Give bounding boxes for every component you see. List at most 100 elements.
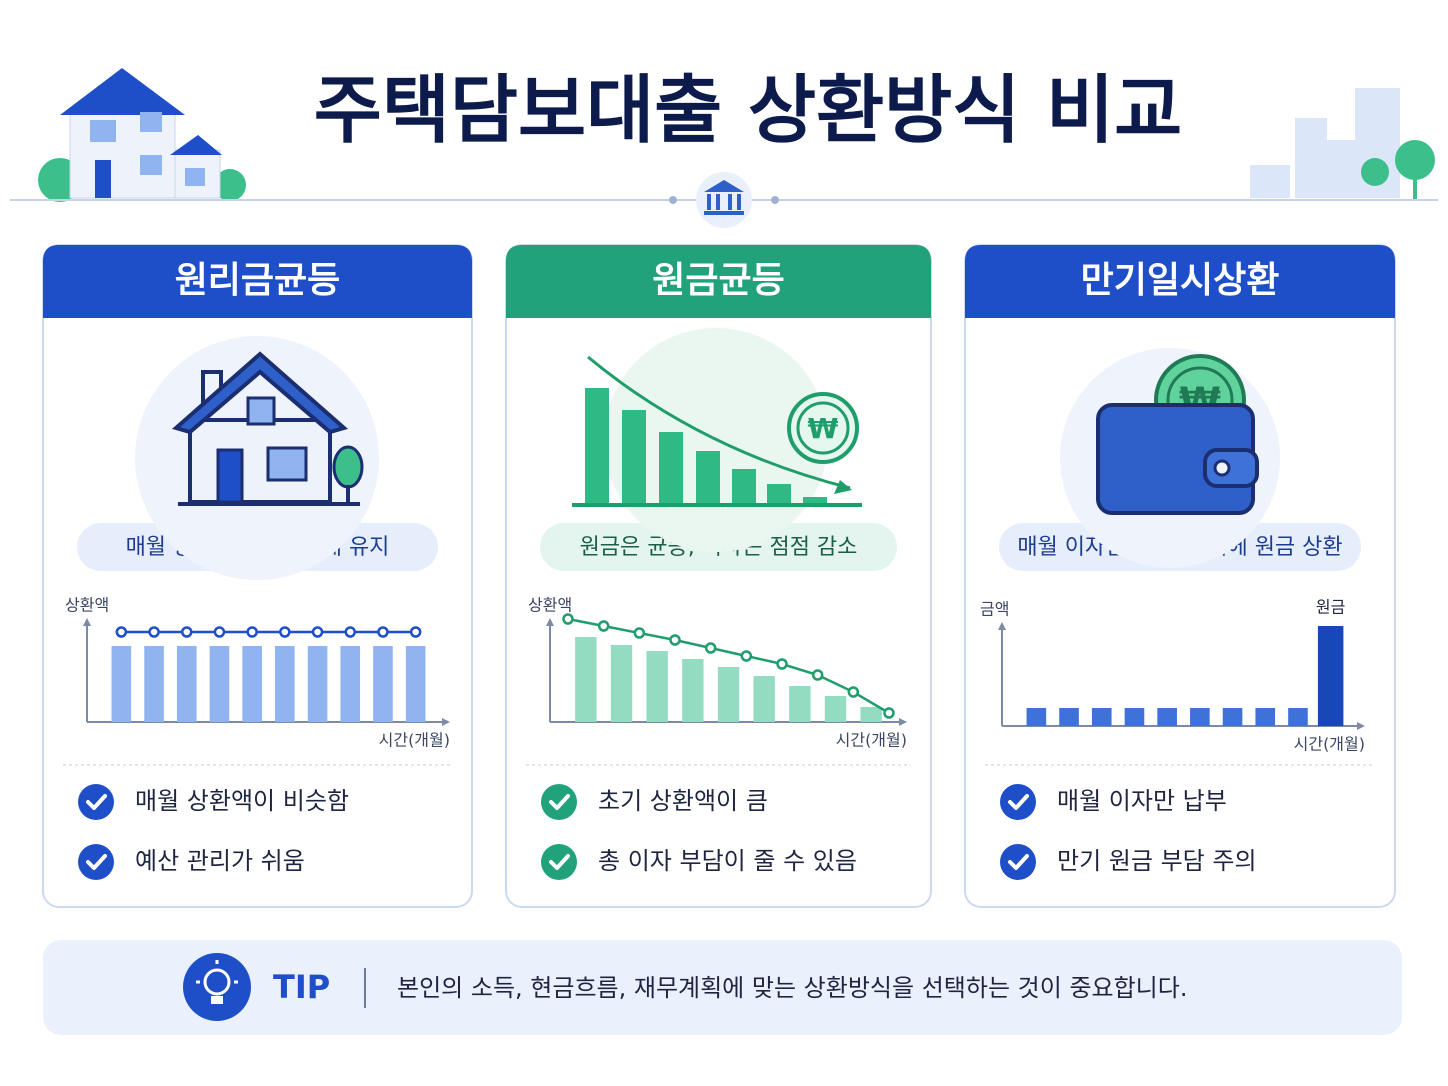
bar <box>646 651 668 722</box>
trend-point <box>883 707 895 719</box>
bar <box>144 646 164 722</box>
bar <box>1288 708 1308 726</box>
bar <box>824 696 847 722</box>
check-mark <box>86 794 107 810</box>
bar <box>753 676 775 722</box>
check-mark <box>549 794 570 810</box>
card-title: 원리금균등 <box>175 260 341 301</box>
trend-point <box>669 634 681 646</box>
bar <box>789 686 811 722</box>
header-city <box>1250 88 1435 200</box>
check-item: 만기 원금 부담 주의 <box>1057 847 1257 875</box>
check-item: 초기 상환액이 큼 <box>598 787 768 815</box>
bar <box>307 646 328 722</box>
trend-point <box>597 620 610 632</box>
tip-icon <box>183 953 251 1021</box>
trend-point <box>562 613 574 625</box>
check-mark <box>86 854 107 870</box>
trend-point <box>740 650 753 662</box>
check-item: 총 이자 부담이 줄 수 있음 <box>598 847 857 875</box>
check-icon <box>541 784 577 820</box>
bar <box>575 637 597 722</box>
check-mark <box>1008 854 1029 870</box>
card-header <box>506 245 931 318</box>
bar <box>340 646 361 722</box>
bar <box>111 646 132 722</box>
bar <box>176 646 197 722</box>
trend-point <box>811 669 824 681</box>
bar <box>275 646 295 722</box>
x-axis-arrow <box>1357 722 1365 730</box>
x-axis-arrow <box>442 718 450 726</box>
y-axis-label: 상환액 <box>528 596 572 615</box>
card-header <box>965 245 1395 318</box>
house-illustration <box>135 336 379 580</box>
trend-point <box>344 626 356 638</box>
bar <box>242 646 262 722</box>
x-axis-label: 시간(개월) <box>836 731 907 750</box>
bar <box>1222 708 1243 726</box>
bank-icon <box>669 172 779 228</box>
bar <box>1255 708 1276 726</box>
trend-point <box>181 626 193 638</box>
trend-point <box>148 626 160 638</box>
bar <box>1026 708 1047 726</box>
bar <box>1157 708 1177 726</box>
check-icon <box>1000 784 1036 820</box>
bar <box>373 646 393 722</box>
card-title: 만기일시상환 <box>1081 260 1280 301</box>
bar <box>1124 708 1145 726</box>
svg-text:₩: ₩ <box>808 412 839 445</box>
trend-point <box>279 626 291 638</box>
check-icon <box>78 784 114 820</box>
y-axis-label: 금액 <box>980 600 1009 619</box>
bar <box>1091 708 1112 726</box>
decline-illustration: ₩ <box>572 328 862 552</box>
trend-point <box>847 686 860 698</box>
x-axis-arrow <box>899 718 907 726</box>
trend-line <box>567 617 890 715</box>
trend-point <box>311 626 324 638</box>
trend-point <box>776 658 788 670</box>
bar <box>1317 626 1344 726</box>
check-mark <box>549 854 570 870</box>
check-item: 매월 상환액이 비슷함 <box>135 787 349 815</box>
trend-point <box>377 626 389 638</box>
header-house <box>38 68 246 202</box>
check-icon <box>78 844 114 880</box>
check-mark <box>1008 794 1029 810</box>
y-axis-label: 상환액 <box>65 596 109 615</box>
y-axis-arrow <box>546 618 554 626</box>
bar <box>1190 708 1210 726</box>
check-item: 예산 관리가 쉬움 <box>135 847 305 875</box>
check-item: 매월 이자만 납부 <box>1057 787 1227 815</box>
x-axis-label: 시간(개월) <box>1294 735 1365 754</box>
tip-text: 본인의 소득, 현금흐름, 재무계획에 맞는 상환방식을 선택하는 것이 중요합… <box>397 974 1187 1002</box>
x-axis-label: 시간(개월) <box>379 731 450 750</box>
trend-point <box>409 626 422 638</box>
bar <box>717 667 740 722</box>
bar <box>209 646 230 722</box>
bar <box>860 707 882 722</box>
check-icon <box>1000 844 1036 880</box>
card-title: 원금균등 <box>652 260 784 301</box>
trend-point <box>704 642 717 654</box>
trend-point <box>115 626 128 638</box>
bar <box>682 659 704 722</box>
bar <box>405 646 426 722</box>
trend-point <box>213 626 226 638</box>
tip-box <box>43 940 1402 1035</box>
bar <box>610 645 633 722</box>
tip-label: TIP <box>273 968 330 1006</box>
trend-point <box>633 627 646 639</box>
card-header <box>43 245 472 318</box>
bar-label: 원금 <box>1316 598 1345 617</box>
page-title: 주택담보대출 상환방식 비교 <box>314 68 1182 154</box>
wallet-illustration: ₩ <box>1060 348 1280 568</box>
trend-point <box>246 626 258 638</box>
y-axis-arrow <box>83 618 91 626</box>
bar <box>1059 708 1079 726</box>
check-icon <box>541 844 577 880</box>
y-axis-arrow <box>998 622 1006 630</box>
